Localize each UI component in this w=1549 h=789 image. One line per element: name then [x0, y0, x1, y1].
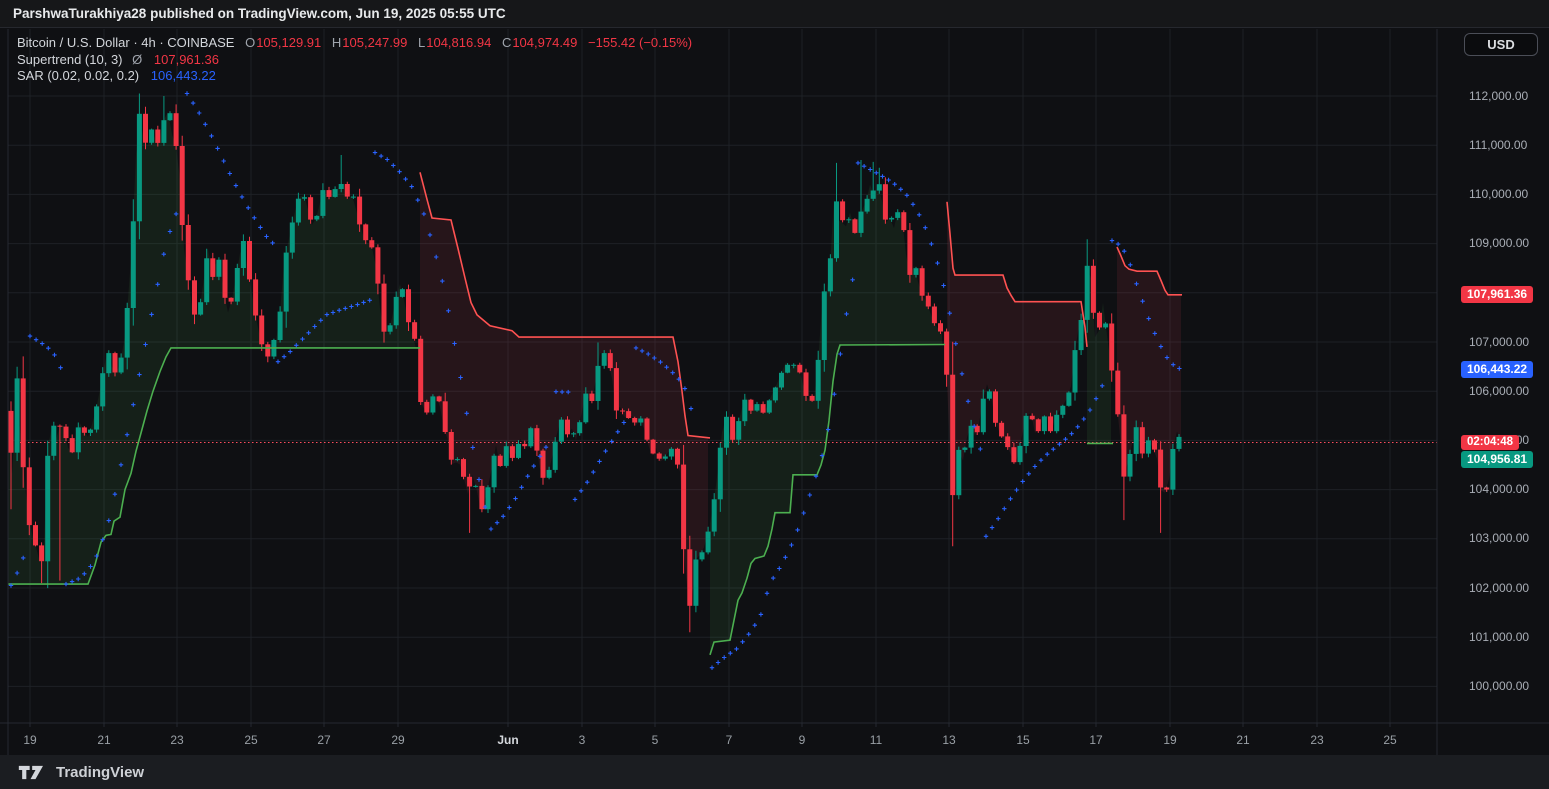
sar-name: SAR (0.02, 0.02, 0.2)	[17, 68, 140, 83]
chart-legend: Bitcoin / U.S. Dollar · 4h · COINBASE O1…	[17, 35, 692, 85]
price-axis-label: 101,000.00	[1469, 629, 1530, 644]
time-axis-label: 23	[170, 733, 184, 747]
ohlc-low-label: L	[418, 35, 426, 50]
ohlc-high-value: 105,247.99	[342, 35, 408, 50]
price-axis-label: 103,000.00	[1469, 531, 1530, 546]
price-axis-label: 110,000.00	[1469, 186, 1529, 201]
price-axis-label: 109,000.00	[1469, 236, 1530, 251]
price-axis-label: 106,000.00	[1469, 383, 1530, 398]
ohlc-open-label: O	[245, 35, 256, 50]
ohlc-close-value: 104,974.49	[512, 35, 578, 50]
time-axis-label: 23	[1310, 733, 1324, 747]
legend-symbol-row[interactable]: Bitcoin / U.S. Dollar · 4h · COINBASE O1…	[17, 35, 692, 52]
sar-value: 106,443.22	[150, 68, 216, 83]
time-axis-label: 21	[97, 733, 111, 747]
time-axis-label: 21	[1236, 733, 1250, 747]
ohlc-close-label: C	[501, 35, 512, 50]
price-change: −155.42 (−0.15%)	[588, 35, 693, 50]
time-axis-label: 29	[391, 733, 405, 747]
ohlc-low-value: 104,816.94	[426, 35, 492, 50]
published-text: ParshwaTurakhiya28 published on TradingV…	[13, 6, 506, 21]
last-price-badge: 104,956.81	[1461, 451, 1534, 469]
currency-toggle-button[interactable]: USD	[1464, 33, 1538, 56]
time-axis-label: 5	[651, 733, 659, 747]
time-axis-label: 9	[798, 733, 806, 747]
legend-supertrend-row[interactable]: Supertrend (10, 3) Ø 107,961.36	[17, 52, 692, 69]
price-axis-label: 107,000.00	[1469, 334, 1530, 349]
tradingview-logo-icon[interactable]	[18, 763, 48, 782]
time-axis-label: 11	[869, 733, 883, 747]
ohlc-high-label: H	[331, 35, 342, 50]
time-axis-label: 15	[1016, 733, 1030, 747]
time-axis-label: 7	[725, 733, 733, 747]
bar-countdown-badge: 02:04:48	[1461, 435, 1520, 451]
time-axis-label: 17	[1089, 733, 1103, 747]
price-axis-label: 102,000.00	[1469, 580, 1530, 595]
price-axis-label: 112,000.00	[1469, 88, 1529, 103]
legend-sar-row[interactable]: SAR (0.02, 0.02, 0.2) 106,443.22	[17, 68, 692, 85]
time-axis-label: 25	[244, 733, 258, 747]
time-axis-label: Jun	[497, 733, 519, 747]
price-axis-label: 104,000.00	[1469, 482, 1530, 497]
ohlc-open-value: 105,129.91	[256, 35, 322, 50]
supertrend-name: Supertrend (10, 3)	[17, 51, 123, 67]
symbol-title: Bitcoin / U.S. Dollar · 4h · COINBASE	[17, 35, 235, 50]
time-axis-label: 13	[942, 733, 956, 747]
sar-price-badge: 106,443.22	[1461, 360, 1534, 378]
published-bar: ParshwaTurakhiya28 published on TradingV…	[0, 0, 1549, 28]
average-symbol-icon: Ø	[132, 51, 143, 67]
bottom-bar: TradingView	[0, 755, 1549, 789]
price-axis-label: 100,000.00	[1469, 678, 1530, 693]
price-axis-label: 111,000.00	[1469, 137, 1528, 152]
time-axis-label: 27	[317, 733, 331, 747]
time-axis-label: 19	[1163, 733, 1177, 747]
time-axis-label: 3	[578, 733, 586, 747]
supertrend-price-badge: 107,961.36	[1461, 286, 1534, 304]
tradingview-wordmark[interactable]: TradingView	[56, 763, 145, 781]
time-axis-label: 19	[23, 733, 37, 747]
supertrend-value: 107,961.36	[153, 51, 219, 67]
time-axis-label: 25	[1383, 733, 1397, 747]
